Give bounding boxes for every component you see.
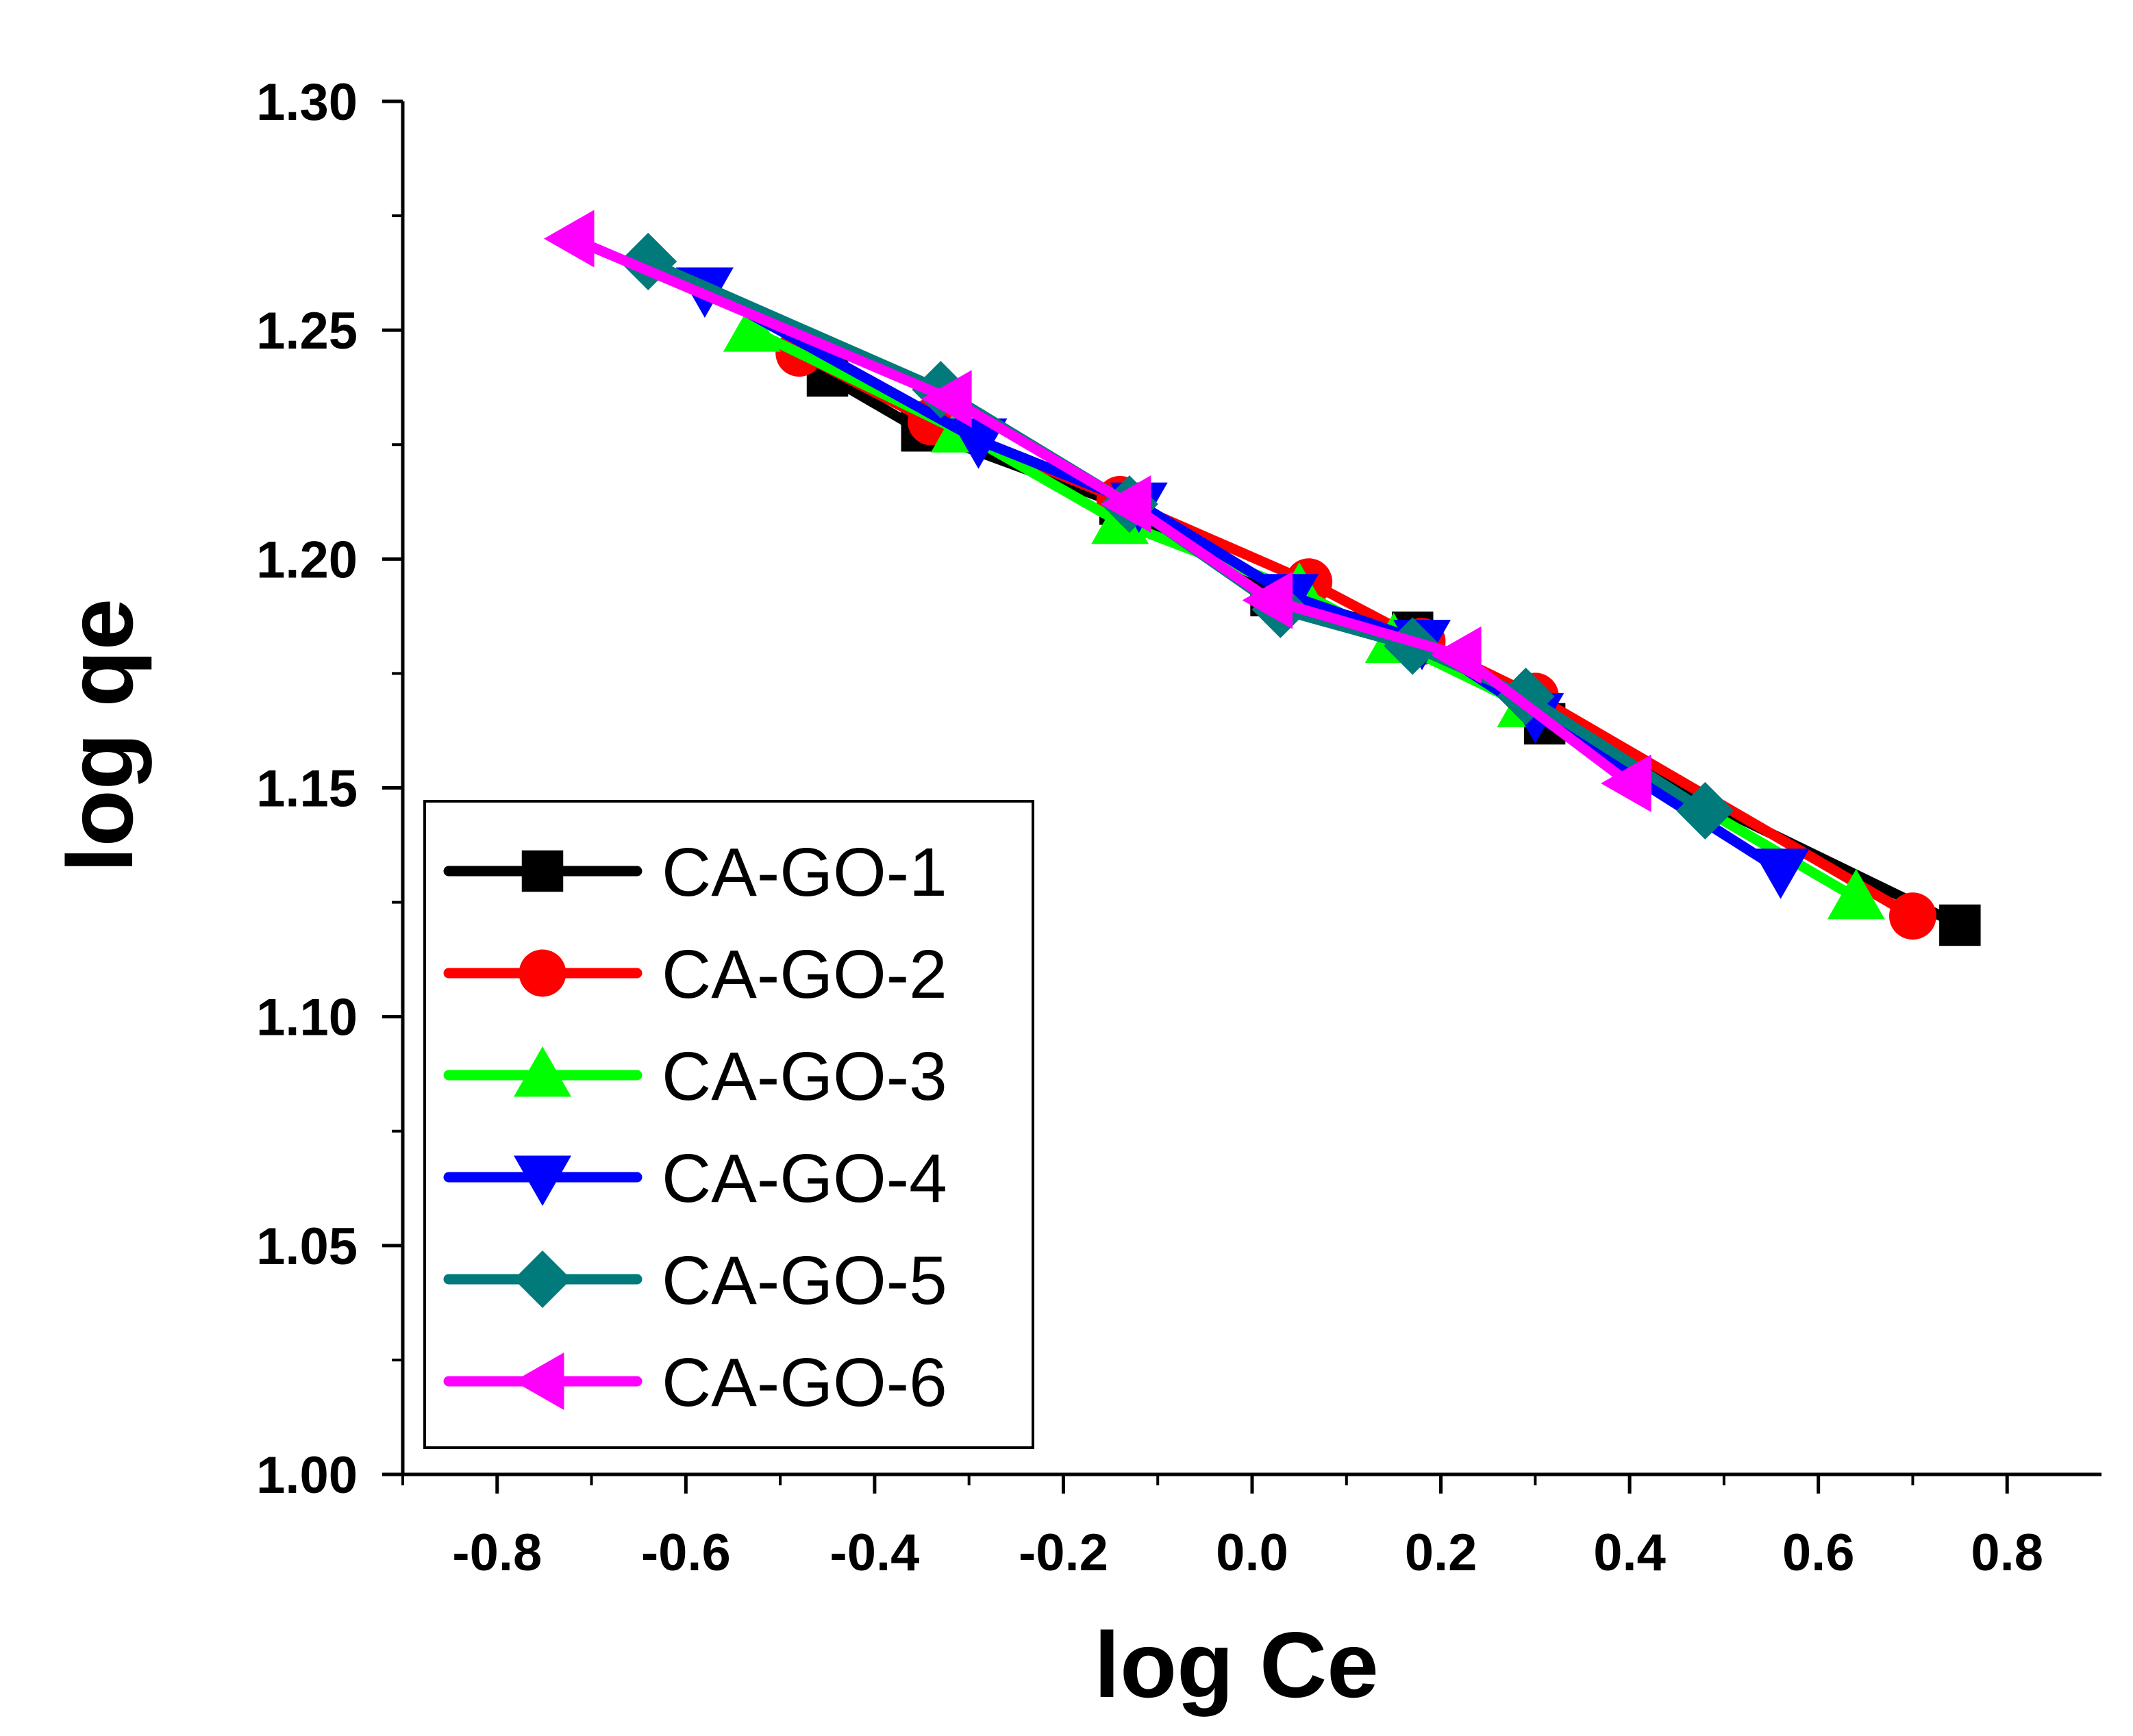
y-tick-label: 1.25 <box>256 302 358 360</box>
y-tick-label: 1.05 <box>256 1218 358 1276</box>
legend-item: CA-GO-6 <box>443 1344 947 1421</box>
legend-marker <box>519 949 566 997</box>
legend-item: CA-GO-5 <box>443 1242 947 1319</box>
data-point <box>1751 848 1810 899</box>
x-tick-label: 0.8 <box>1971 1524 2043 1582</box>
legend-item: CA-GO-4 <box>443 1140 947 1217</box>
legend-marker <box>521 850 564 892</box>
y-axis: 1.00 1.05 1.10 1.15 1.20 1.25 1.30 <box>256 73 405 1505</box>
x-tick-label: -0.8 <box>452 1524 542 1582</box>
data-point <box>921 370 972 428</box>
legend-marker <box>514 1155 571 1206</box>
data-point <box>1100 475 1151 533</box>
series-line <box>567 234 1635 789</box>
x-tick-label: 0.2 <box>1405 1524 1477 1582</box>
data-point <box>1242 571 1293 629</box>
data-point <box>544 210 595 268</box>
y-axis-title: log qe <box>48 599 152 872</box>
legend-item: CA-GO-2 <box>443 936 947 1013</box>
x-tick-label: 0.6 <box>1782 1524 1855 1582</box>
legend-label: CA-GO-1 <box>662 834 947 911</box>
data-point <box>1431 626 1482 684</box>
legend-marker <box>514 1250 571 1308</box>
legend-label: CA-GO-2 <box>662 936 947 1013</box>
data-point <box>1601 754 1651 812</box>
series-ca-go-6 <box>544 210 1651 812</box>
data-point <box>949 418 1008 469</box>
data-point <box>1827 868 1885 920</box>
legend-label: CA-GO-3 <box>662 1038 947 1115</box>
x-axis-title: log Ce <box>1094 1613 1379 1717</box>
series-layer <box>544 210 1981 946</box>
y-tick-label: 1.00 <box>256 1446 358 1505</box>
data-point <box>1497 667 1555 725</box>
y-tick-label: 1.10 <box>256 989 358 1047</box>
data-point <box>1939 904 1981 946</box>
x-tick-label: -0.4 <box>830 1524 919 1582</box>
legend-label: CA-GO-5 <box>662 1242 947 1319</box>
x-tick-label: 0.4 <box>1593 1524 1666 1582</box>
x-tick-label: 0.0 <box>1216 1524 1288 1582</box>
data-point <box>1676 781 1734 840</box>
legend-box <box>423 800 1034 1449</box>
y-tick-label: 1.30 <box>256 73 358 131</box>
y-tick-label: 1.15 <box>256 760 358 818</box>
x-axis: -0.8 -0.6 -0.4 -0.2 0.0 0.2 0.4 0.6 0.8 <box>401 1472 2101 1582</box>
y-tick-label: 1.20 <box>256 531 358 589</box>
legend-marker <box>514 1046 571 1097</box>
legend-marker <box>514 1353 564 1410</box>
x-tick-label: -0.2 <box>1019 1524 1108 1582</box>
legend-label: CA-GO-6 <box>662 1344 947 1421</box>
data-point <box>1889 892 1936 940</box>
legend-item: CA-GO-1 <box>443 834 947 911</box>
x-tick-label: -0.6 <box>641 1524 731 1582</box>
legend-item: CA-GO-3 <box>443 1038 947 1115</box>
data-point <box>723 301 781 352</box>
legend: CA-GO-1 CA-GO-2 CA-GO-3 CA-GO-4 CA-GO-5 CA-GO… <box>423 800 1034 1449</box>
legend-label: CA-GO-4 <box>662 1140 947 1217</box>
